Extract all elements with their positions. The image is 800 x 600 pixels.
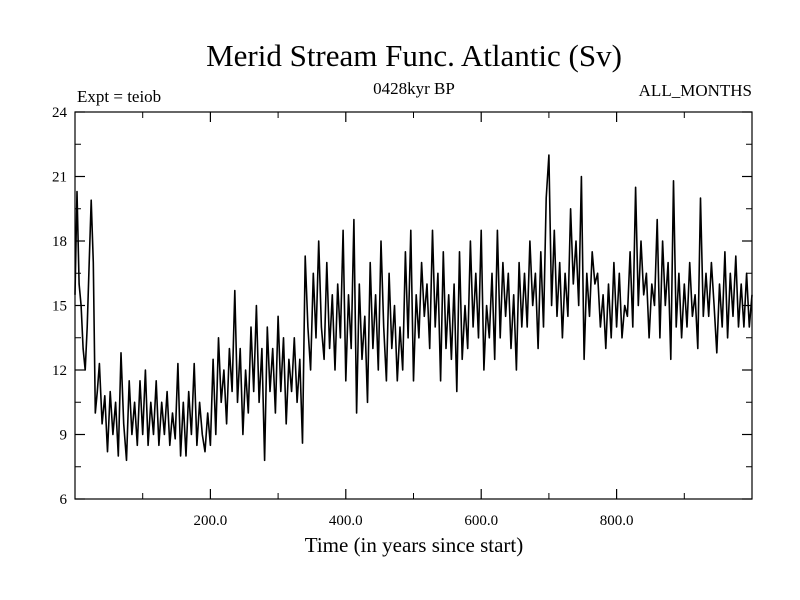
x-tick-label: 600.0 xyxy=(464,513,498,529)
y-tick-label: 18 xyxy=(52,234,67,250)
plot-frame xyxy=(74,111,753,500)
x-tick-label: 800.0 xyxy=(600,513,634,529)
y-tick-label: 12 xyxy=(52,363,67,379)
months-label: ALL_MONTHS xyxy=(639,81,752,100)
y-tick-label: 9 xyxy=(60,428,68,444)
x-tick-label: 400.0 xyxy=(329,513,363,529)
axis-ticks xyxy=(75,111,752,500)
chart-title: Merid Stream Func. Atlantic (Sv) xyxy=(206,38,622,73)
y-tick-label: 15 xyxy=(52,299,67,315)
series-line xyxy=(74,154,753,462)
y-tick-label: 24 xyxy=(52,105,68,121)
experiment-label: Expt = teiob xyxy=(77,87,161,106)
x-tick-label: 200.0 xyxy=(194,513,228,529)
tick-labels: 200.0 400.0 600.0 800.0 6 9 12 15 18 21 24 xyxy=(52,105,633,529)
y-tick-label: 21 xyxy=(52,170,67,186)
y-tick-label: 6 xyxy=(60,492,68,508)
period-label: 0428kyr BP xyxy=(373,79,455,98)
x-axis-label: Time (in years since start) xyxy=(305,533,524,557)
